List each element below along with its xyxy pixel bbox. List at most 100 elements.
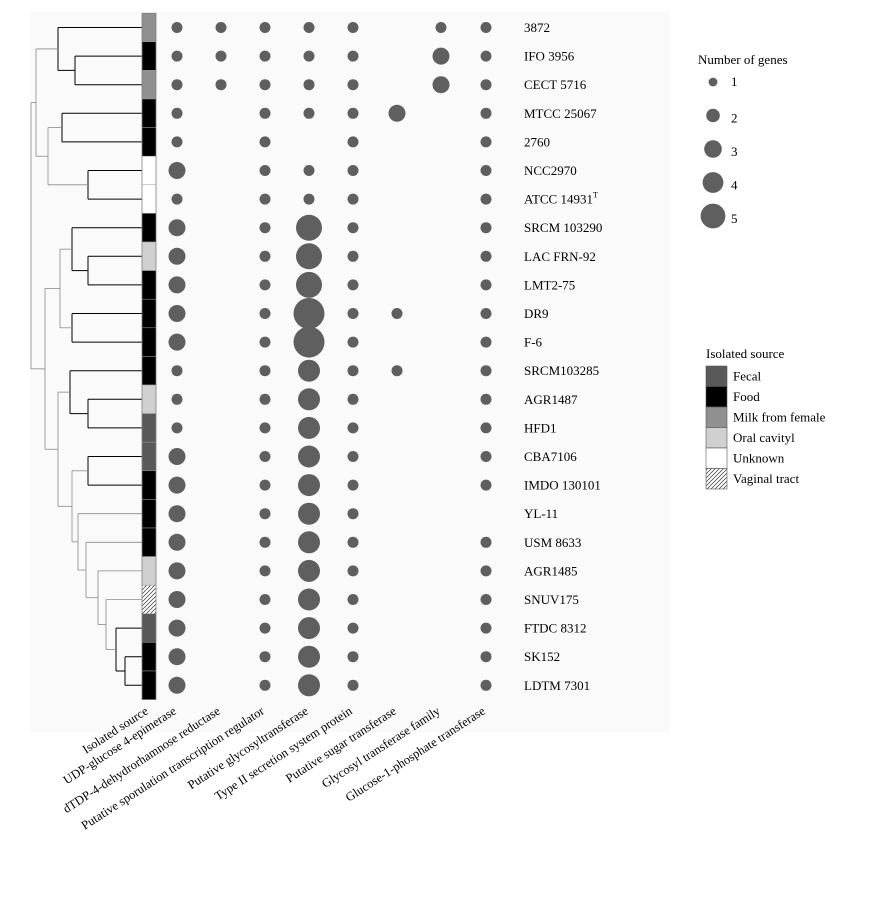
strain-label: AGR1485 <box>524 563 577 578</box>
size-legend-dot <box>702 172 724 193</box>
gene-dot <box>259 451 271 462</box>
gene-dot <box>480 565 492 577</box>
gene-dot <box>303 193 315 205</box>
gene-dot <box>298 474 320 497</box>
gene-dot <box>298 559 320 582</box>
gene-dot <box>259 594 271 605</box>
gene-dot <box>347 336 359 348</box>
gene-dot <box>168 247 186 265</box>
gene-dot <box>168 562 186 580</box>
gene-dot <box>303 107 315 119</box>
size-legend: Number of genes 1 2 3 4 5 <box>698 52 788 229</box>
gene-dot <box>480 308 492 319</box>
gene-dot <box>391 308 403 319</box>
gene-dot <box>432 76 450 94</box>
gene-dot <box>259 22 271 33</box>
source-cell <box>141 184 157 214</box>
gene-dot <box>168 162 186 179</box>
strain-label: AGR1487 <box>524 392 578 407</box>
isolated-source-strip <box>141 12 157 700</box>
source-cell <box>141 298 157 329</box>
gene-dot <box>298 502 320 525</box>
source-cell <box>141 327 157 357</box>
gene-dot <box>303 22 315 33</box>
gene-dot <box>168 619 186 637</box>
source-cell <box>141 613 157 643</box>
strain-label: IMDO 130101 <box>524 478 601 493</box>
gene-dot <box>168 505 186 523</box>
gene-dot <box>171 79 183 91</box>
strain-label: YL-11 <box>524 506 558 521</box>
gene-dot <box>171 136 183 148</box>
source-cell <box>141 670 157 700</box>
source-cell <box>141 470 157 500</box>
gene-dot <box>347 222 359 234</box>
strain-label: SNUV175 <box>524 592 579 607</box>
source-cell <box>141 70 157 100</box>
gene-dot <box>480 222 492 234</box>
size-legend-dot <box>700 203 726 229</box>
gene-dot <box>347 308 359 319</box>
gene-dot <box>347 651 359 663</box>
gene-dot <box>259 565 271 577</box>
strain-label: CECT 5716 <box>524 77 587 92</box>
source-cell <box>141 384 157 414</box>
gene-dot <box>259 222 271 234</box>
source-legend-swatch <box>705 406 728 428</box>
source-cell <box>141 642 157 672</box>
gene-dot <box>347 565 359 577</box>
strain-label: 3872 <box>524 20 550 35</box>
gene-dot <box>347 22 359 33</box>
gene-dot <box>259 651 271 663</box>
strain-label: F-6 <box>524 335 543 350</box>
size-legend-dot <box>708 77 718 87</box>
gene-dot <box>171 107 183 119</box>
source-cell <box>141 127 157 157</box>
source-cell <box>141 441 157 472</box>
gene-dot <box>480 107 492 119</box>
gene-dot <box>259 508 271 520</box>
size-legend-label: 4 <box>731 178 738 193</box>
gene-dot <box>347 193 359 205</box>
size-legend-label: 1 <box>731 74 738 89</box>
gene-dot <box>168 676 186 694</box>
gene-dot <box>347 451 359 462</box>
gene-dot <box>347 107 359 119</box>
source-strip-border <box>141 12 157 700</box>
source-legend-label: Food <box>733 389 760 404</box>
gene-dot <box>480 165 492 176</box>
gene-dot <box>432 47 450 65</box>
gene-dot <box>298 588 320 611</box>
gene-dot <box>298 388 320 411</box>
gene-dot <box>347 622 359 634</box>
gene-dot <box>168 448 186 465</box>
gene-dot <box>347 279 359 291</box>
source-legend-swatch <box>705 447 728 469</box>
dendrogram <box>30 27 142 686</box>
gene-dot <box>298 531 320 554</box>
source-cell <box>141 241 157 271</box>
gene-dot <box>171 22 183 33</box>
gene-dot <box>293 298 325 329</box>
strain-label: LMT2-75 <box>524 277 575 292</box>
source-cell <box>141 556 157 586</box>
strain-label: SRCM 103290 <box>524 220 602 235</box>
gene-dot <box>303 50 315 62</box>
source-legend-label: Vaginal tract <box>733 471 799 486</box>
gene-dot <box>168 591 186 608</box>
gene-dot <box>259 679 271 691</box>
gene-dot <box>259 279 271 291</box>
source-legend-swatch <box>705 365 728 387</box>
gene-dot <box>303 165 315 176</box>
gene-dot <box>259 107 271 119</box>
strain-label: ATCC 14931T <box>524 191 598 207</box>
gene-dot <box>347 250 359 262</box>
gene-dot <box>259 165 271 176</box>
size-legend-label: 5 <box>731 211 738 226</box>
source-legend: Isolated source Fecal Food Milk from femal… <box>705 346 826 490</box>
gene-dot <box>435 22 447 33</box>
gene-dot <box>480 536 492 548</box>
source-legend-swatch <box>705 427 728 449</box>
gene-dot <box>480 679 492 691</box>
